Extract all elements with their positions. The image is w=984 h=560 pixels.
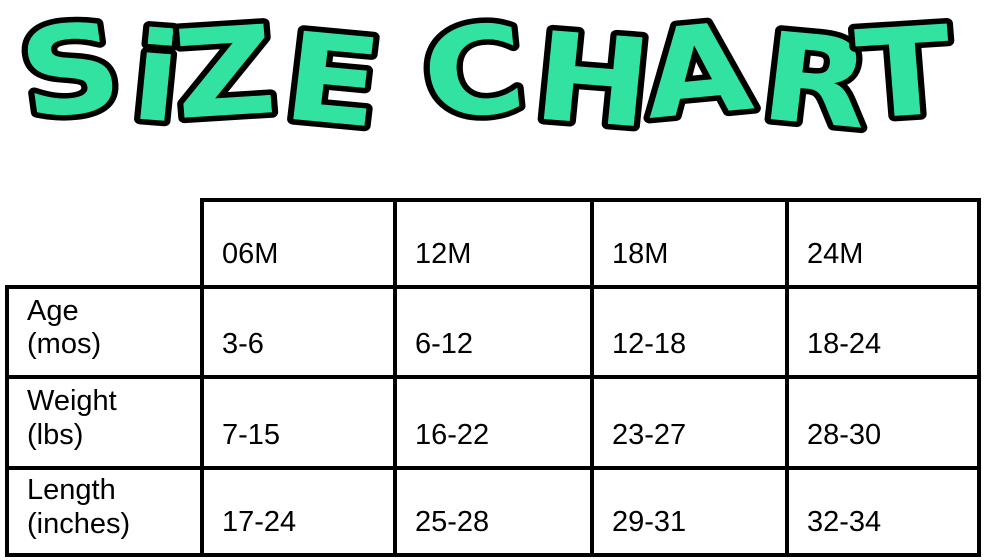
size-chart-table: 06M 12M 18M 24M Age (mos) 3-6 6-12 12-18… [5,198,981,557]
page-title: SiZE CHART [0,0,984,163]
row-label-weight-name: Weight [27,385,117,418]
cell-weight-12m: 16-22 [393,375,594,470]
row-label-weight-unit: (lbs) [27,418,84,451]
cell-length-12m: 25-28 [393,466,594,557]
cell-weight-18m: 23-27 [590,375,789,470]
cell-length-24m: 32-34 [785,466,981,557]
table-row-age: Age (mos) 3-6 6-12 12-18 18-24 [5,285,981,379]
table-header-row: 06M 12M 18M 24M [7,198,981,289]
row-label-weight: Weight (lbs) [5,375,204,470]
row-label-age-name: Age [27,294,79,327]
row-label-age: Age (mos) [5,285,204,379]
column-header-18m: 18M [590,198,789,289]
table-row-weight: Weight (lbs) 7-15 16-22 23-27 28-30 [5,375,981,470]
row-label-length-name: Length [27,474,116,507]
row-label-age-unit: (mos) [27,328,102,360]
cell-length-06m: 17-24 [200,466,397,557]
cell-length-18m: 29-31 [590,466,789,557]
cell-weight-06m: 7-15 [200,375,397,470]
cell-weight-24m: 28-30 [785,375,981,470]
row-label-length: Length (inches) [5,466,204,557]
cell-age-06m: 3-6 [200,285,397,379]
size-chart-title-text: SiZE CHART [13,0,959,155]
column-header-12m: 12M [393,198,594,289]
cell-age-12m: 6-12 [393,285,594,379]
column-header-06m: 06M [200,198,397,289]
size-chart-title-art: SiZE CHART [8,0,963,163]
corner-blank-cell [7,200,202,287]
cell-age-18m: 12-18 [590,285,789,379]
column-header-24m: 24M [785,198,981,289]
table-row-length: Length (inches) 17-24 25-28 29-31 32-34 [5,466,981,557]
row-label-length-unit: (inches) [27,507,131,540]
cell-age-24m: 18-24 [785,285,981,379]
